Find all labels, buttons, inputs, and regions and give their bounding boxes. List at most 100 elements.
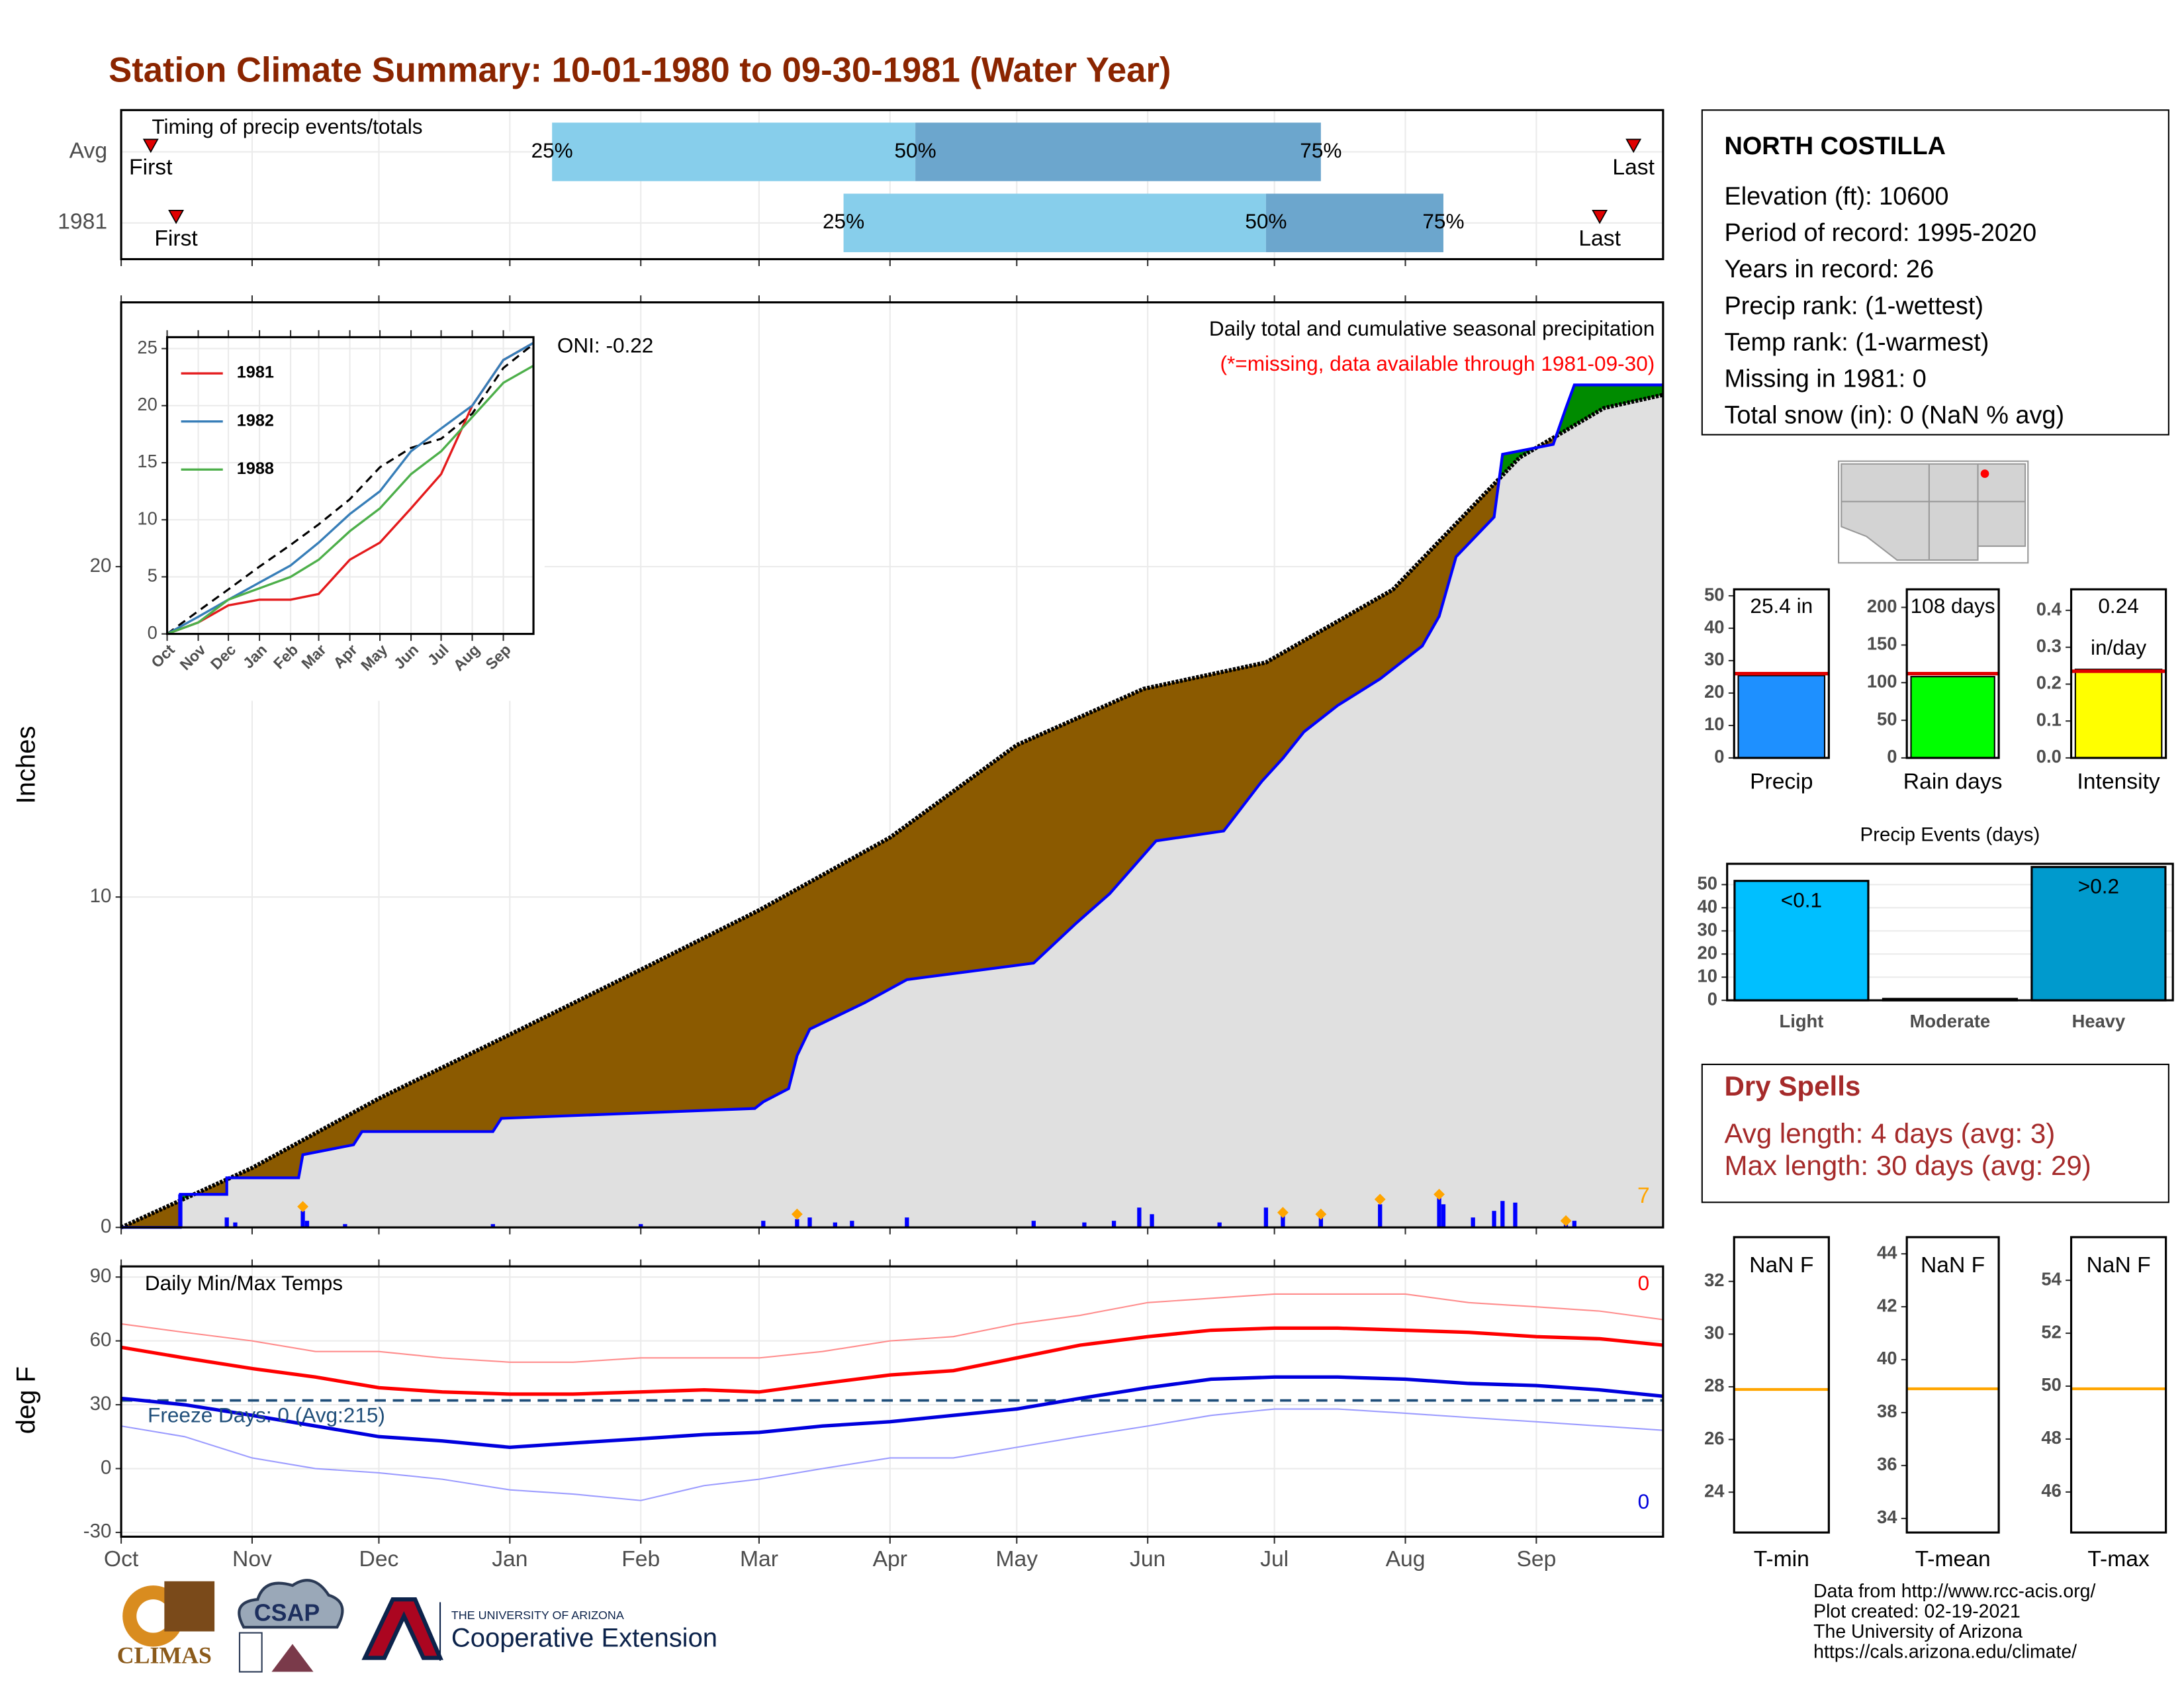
quartile-label: 75% [1422,209,1464,233]
category-label: T-max [2087,1547,2150,1571]
plot-frame [1733,1236,1830,1534]
row-label: 1981 [58,210,107,234]
snow-marker [791,1208,803,1220]
y-tick-label: 0.0 [2036,746,2062,767]
daily-bar [833,1222,837,1228]
climas-logo: CLIMAS [117,1581,215,1669]
quartile-bar [915,122,1321,181]
daily-bar [1217,1222,1222,1228]
x-tick-label: Jan [492,1547,527,1571]
y-tick-label: 30 [90,1393,112,1415]
snow-marker [297,1201,308,1213]
snow-marker [1315,1208,1327,1220]
snow-marker [1433,1188,1445,1200]
daily-bar [1513,1202,1518,1228]
y-tick-label: 20 [1698,942,1717,962]
plot-frame [1733,588,1830,759]
category-label: Precip [1750,770,1813,794]
y-tick-label: 0 [101,1215,111,1237]
footer-line: https://cals.arizona.edu/climate/ [1813,1642,2077,1663]
total-bar [1910,676,1995,759]
university-text: THE UNIVERSITY OF ARIZONA [451,1609,624,1622]
x-tick-label: Jun [1130,1547,1165,1571]
y-tick-label: 20 [1704,681,1724,702]
value-label: 25.4 in [1750,594,1813,618]
extension-text: Cooperative Extension [451,1624,717,1653]
category-label: Moderate [1910,1011,1991,1031]
footer-line: Plot created: 02-19-2021 [1813,1601,2021,1622]
page-title: Station Climate Summary: 10-01-1980 to 0… [109,50,1171,89]
event-bar [1733,880,1870,1002]
y-tick-label: 0 [1887,746,1897,767]
y-tick-label: 50 [1698,873,1717,894]
daily-bar [761,1221,766,1228]
y-tick-label: 38 [1877,1401,1897,1421]
y-tick-label: 0.3 [2036,635,2062,656]
level-label: NaN F [1921,1253,1985,1278]
y-axis-title: Inches [12,726,41,804]
x-tick-label: Apr [873,1547,907,1571]
daily-bar [807,1217,812,1228]
footer-line: The University of Arizona [1813,1621,2023,1642]
y-tick-label: 52 [2041,1321,2061,1342]
x-tick-label: Nov [232,1547,272,1571]
daily-bar [1137,1207,1142,1228]
station-line: Precip rank: (1-wettest) [1724,292,1983,320]
daily-bar [1281,1215,1285,1228]
y-tick-label: 50 [1877,708,1897,729]
count-label: 7 [1637,1184,1650,1208]
y-tick-label: 10 [1704,714,1724,734]
bar-label: <0.1 [1781,888,1822,912]
daily-bar [795,1219,799,1228]
y-tick-label: 0.2 [2036,673,2062,693]
y-tick-label: 0.1 [2036,709,2062,729]
y-tick-label: 54 [2041,1268,2062,1289]
y-tick-label: 90 [90,1265,112,1287]
temp-line [120,1293,1664,1363]
value-label: 0.24 [2098,594,2138,618]
dry-spell-line: Avg length: 4 days (avg: 3) [1724,1117,2055,1149]
y-tick-label: 10 [90,885,112,907]
y-tick-label: 100 [1867,671,1897,691]
climas-text: CLIMAS [117,1642,212,1669]
x-tick-label: Mar [740,1547,778,1571]
y-tick-label: 150 [1867,633,1897,654]
bar-label: >0.2 [2078,874,2119,898]
level-label: NaN F [1749,1253,1813,1278]
y-tick-label: 26 [1704,1428,1724,1448]
value-label: 108 days [1911,594,1995,618]
y-tick-label: 34 [1877,1507,1897,1527]
y-tick-label: 0 [148,622,158,643]
y-tick-label: 15 [137,451,157,471]
snow-marker [1277,1207,1289,1219]
quartile-label: 50% [1245,209,1287,233]
plot-frame [165,336,535,635]
freeze-label: Freeze Days: 0 (Avg:215) [148,1403,385,1427]
temp-line [120,1408,1663,1501]
category-label: T-min [1754,1547,1809,1571]
y-tick-label: 42 [1877,1295,1897,1315]
daily-bar [639,1224,643,1228]
event-label: Last [1578,226,1621,251]
y-tick-label: 10 [1698,965,1717,986]
daily-bar [1572,1221,1576,1228]
daily-bar [300,1211,305,1228]
daily-bar [1082,1222,1087,1228]
y-tick-label: 48 [2041,1427,2061,1448]
daily-bar [304,1221,310,1228]
station-line: Total snow (in): 0 (NaN % avg) [1724,402,2064,430]
station-name: NORTH COSTILLA [1724,132,1946,160]
temps-title: Daily Min/Max Temps [145,1271,343,1295]
x-tick-label: Aug [1386,1547,1426,1571]
x-tick-label: Feb [621,1547,660,1571]
y-tick-label: 30 [1704,1323,1724,1343]
event-marker [1592,209,1608,224]
y-tick-label: 30 [1704,649,1724,669]
y-axis-title: deg F [12,1366,41,1434]
legend-label: 1982 [237,411,274,430]
csap-logo: CSAP [238,1579,344,1673]
station-line: Years in record: 26 [1724,256,1934,283]
max-count: 0 [1638,1271,1650,1295]
y-tick-label: 40 [1698,896,1717,917]
